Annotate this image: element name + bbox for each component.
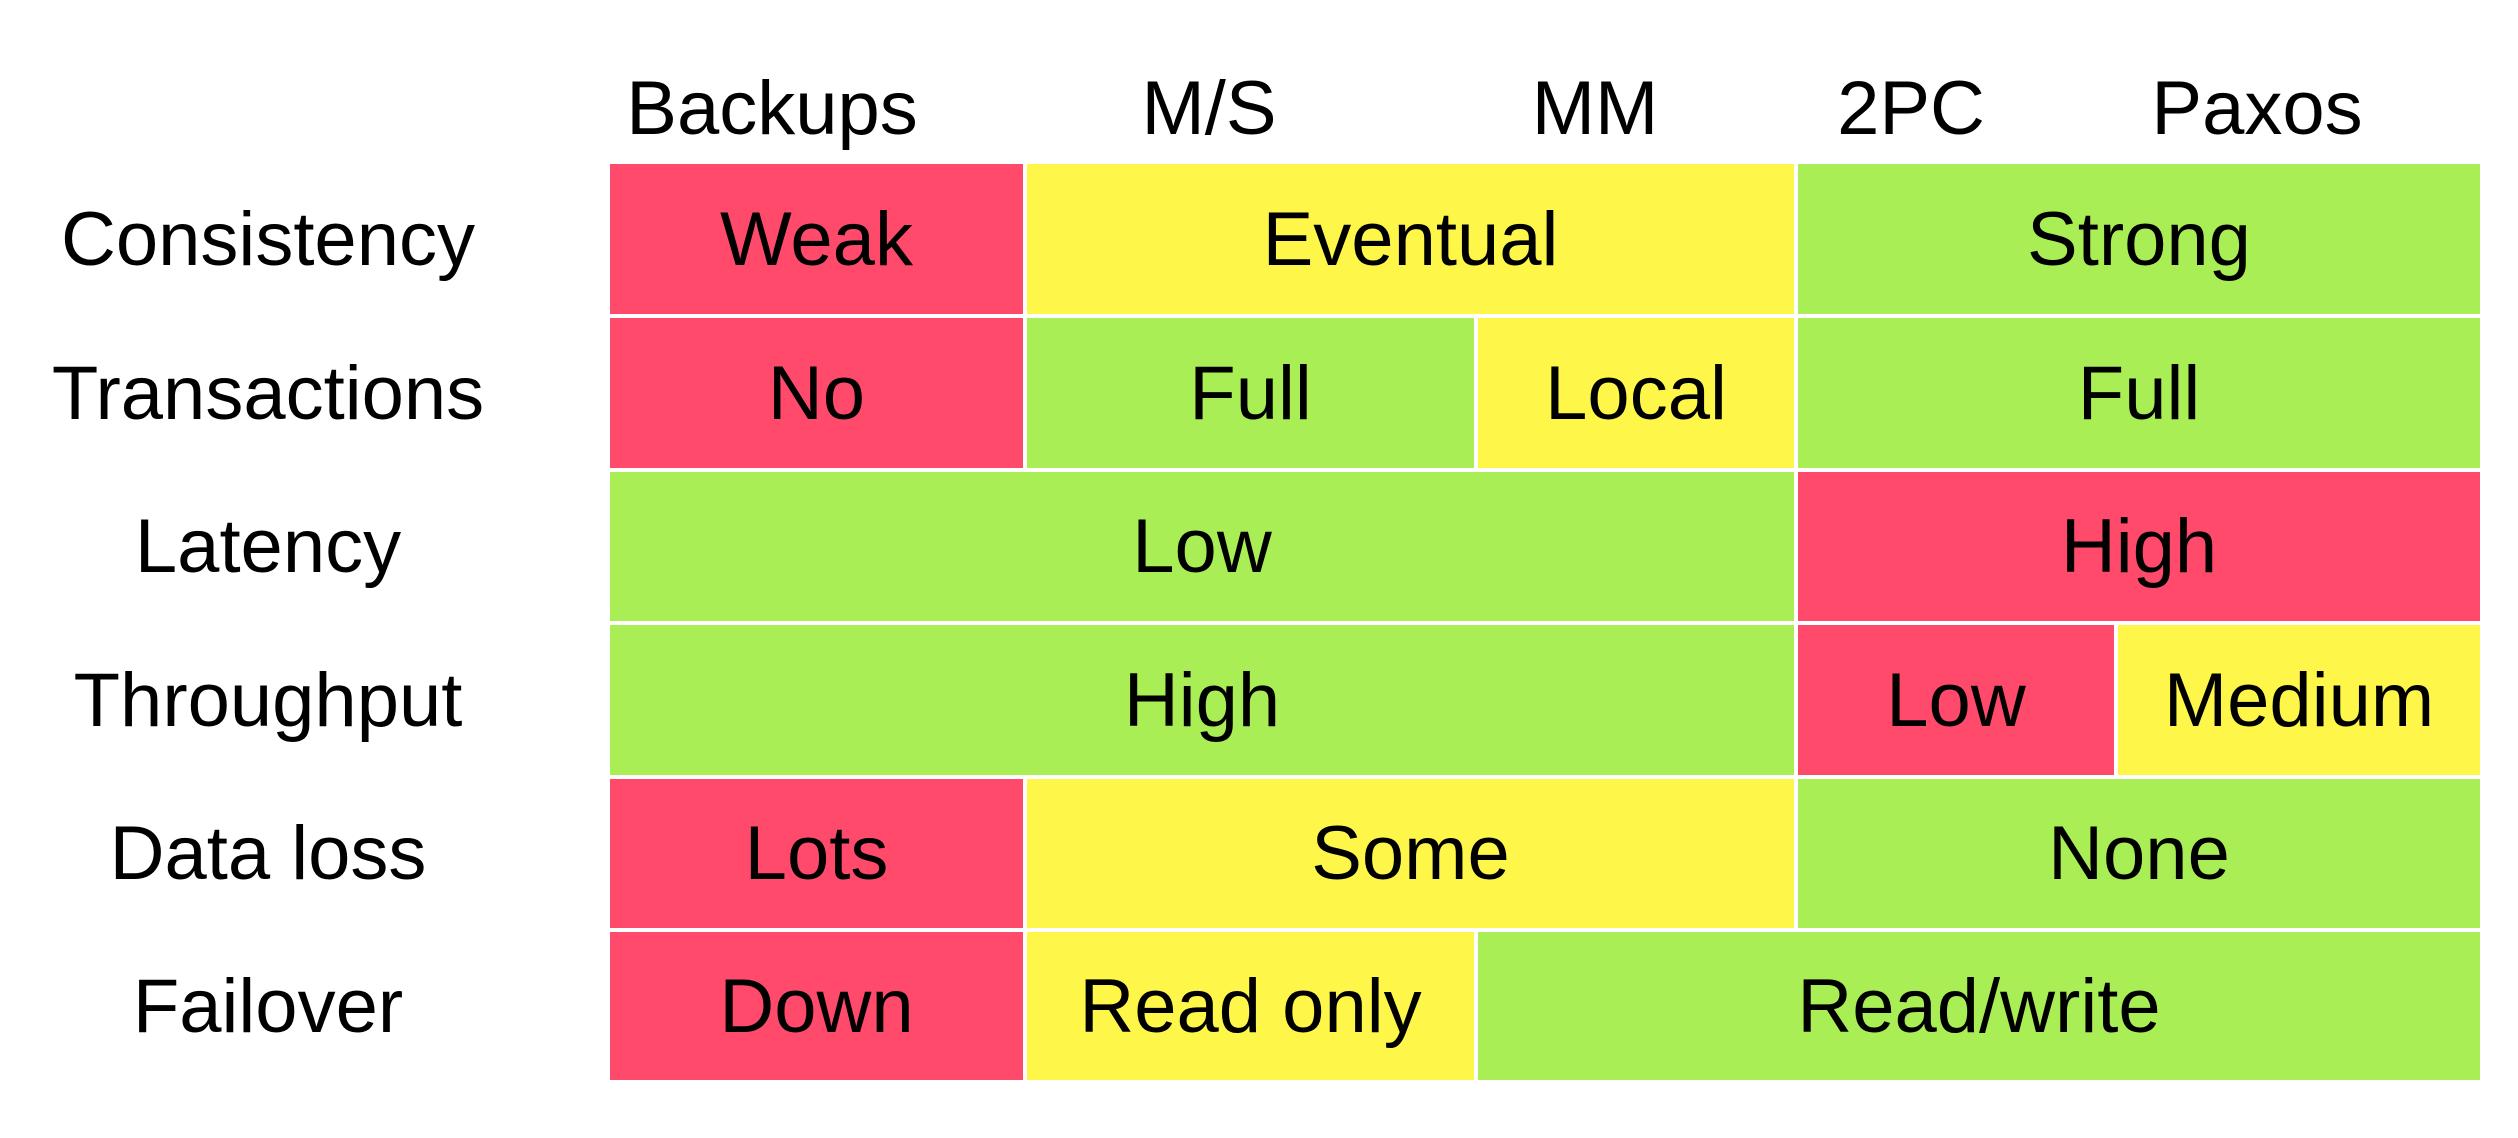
cell: None [1796, 777, 2482, 930]
column-header: M/S [1141, 65, 1277, 151]
cell: Medium [2116, 623, 2482, 777]
row-label: Transactions [51, 350, 485, 436]
cell: High [608, 623, 1796, 777]
column-header: MM [1531, 65, 1659, 151]
cell: No [608, 316, 1025, 470]
cell: Weak [608, 162, 1025, 316]
cell: Down [608, 930, 1025, 1082]
column-header: Paxos [2151, 65, 2363, 151]
column-header: 2PC [1837, 65, 1985, 151]
cell: Full [1025, 316, 1476, 470]
cell: Read/write [1476, 930, 2482, 1082]
cell: Lots [608, 777, 1025, 930]
cell: Low [608, 470, 1796, 623]
cell: Read only [1025, 930, 1476, 1082]
cell: Local [1476, 316, 1796, 470]
cell: Full [1796, 316, 2482, 470]
row-label: Failover [132, 963, 404, 1049]
column-header: Backups [626, 65, 918, 151]
cell: Strong [1796, 162, 2482, 316]
row-label: Consistency [61, 196, 475, 282]
cell: Eventual [1025, 162, 1796, 316]
row-label: Throughput [73, 657, 463, 743]
cell: Low [1796, 623, 2116, 777]
cell: High [1796, 470, 2482, 623]
cell: Some [1025, 777, 1796, 930]
row-label: Latency [134, 504, 402, 589]
row-label: Data loss [109, 811, 427, 896]
